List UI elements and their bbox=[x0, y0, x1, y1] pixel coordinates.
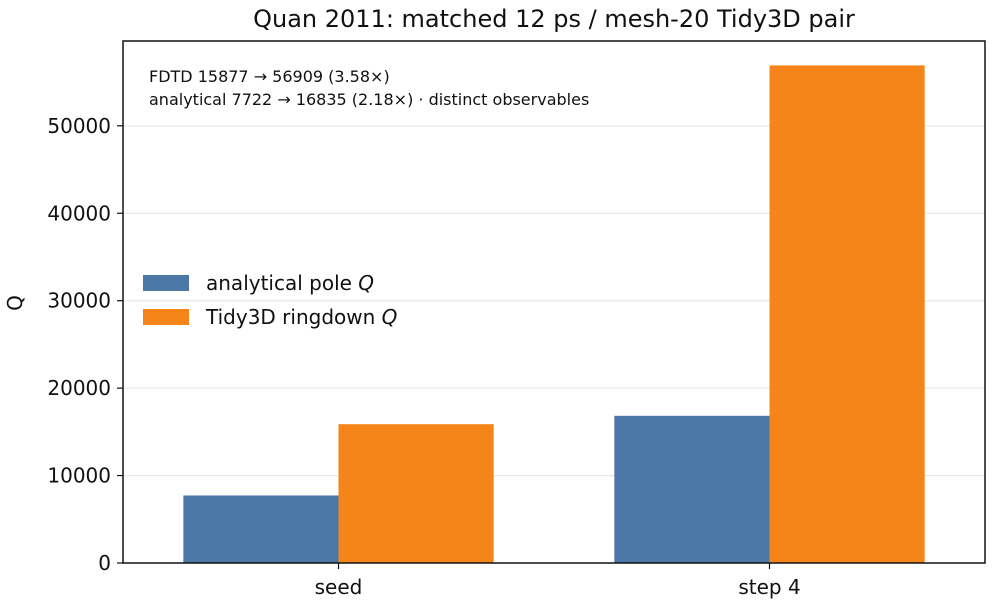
bar-tidy3d-seed bbox=[338, 424, 494, 563]
plot-frame bbox=[122, 40, 986, 564]
y-tick-label: 50000 bbox=[47, 114, 111, 138]
legend-label-analytical: analytical pole Q bbox=[206, 271, 374, 295]
bar-tidy3d-step4 bbox=[769, 65, 925, 563]
chart-title: Quan 2011: matched 12 ps / mesh-20 Tidy3… bbox=[253, 5, 855, 33]
annotation-analytical: analytical 7722 → 16835 (2.18×) · distin… bbox=[149, 90, 589, 109]
bar-analytical-step4 bbox=[614, 415, 770, 563]
legend-swatch-analytical bbox=[143, 275, 189, 291]
x-tick-label: step 4 bbox=[738, 575, 800, 599]
y-tick-label: 20000 bbox=[47, 376, 111, 400]
y-tick-label: 10000 bbox=[47, 464, 111, 488]
bar-analytical-seed bbox=[183, 495, 339, 563]
legend: analytical pole Q Tidy3D ringdown Q bbox=[143, 271, 397, 329]
legend-swatch-tidy3d bbox=[143, 309, 189, 325]
y-tick-label: 40000 bbox=[47, 201, 111, 225]
y-axis-label: Q bbox=[3, 295, 27, 311]
y-tick-label: 30000 bbox=[47, 289, 111, 313]
bars bbox=[183, 65, 925, 563]
y-tick-label: 0 bbox=[98, 551, 111, 575]
x-tick-label: seed bbox=[315, 575, 363, 599]
annotation-fdtd: FDTD 15877 → 56909 (3.58×) bbox=[149, 67, 390, 86]
legend-label-tidy3d: Tidy3D ringdown Q bbox=[205, 305, 397, 329]
ticks: 0 10000 20000 30000 40000 50000 seed step 4 bbox=[47, 114, 800, 599]
